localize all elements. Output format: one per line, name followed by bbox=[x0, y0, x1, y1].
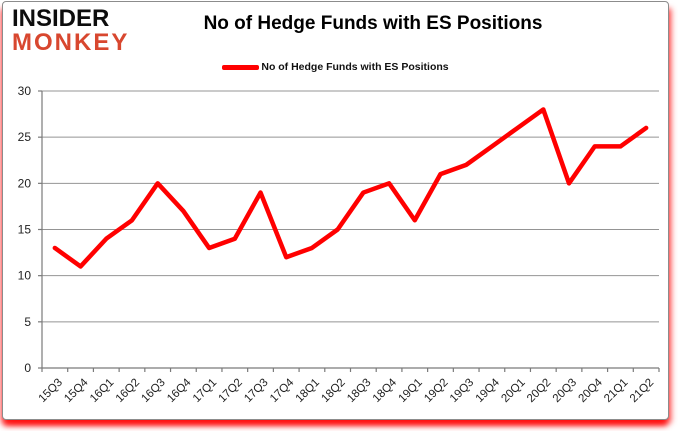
chart-card: 0 5 10 15 20 25 30 15Q3 15Q4 16Q1 16Q2 16Q3 16Q4 17Q1… bbox=[2, 1, 669, 420]
x-tick-label: 15Q3 bbox=[37, 377, 65, 405]
x-tick-label: 18Q4 bbox=[371, 376, 400, 405]
x-tick-label: 20Q1 bbox=[499, 377, 527, 405]
x-tick-label: 17Q4 bbox=[268, 376, 297, 405]
x-tick-label: 21Q1 bbox=[602, 377, 630, 405]
y-tick-label: 0 bbox=[24, 361, 31, 375]
y-tick-label: 5 bbox=[24, 315, 31, 329]
x-tick-label: 17Q2 bbox=[217, 377, 245, 405]
y-tick-label: 15 bbox=[18, 223, 32, 237]
x-tick-label: 20Q4 bbox=[576, 376, 605, 405]
y-tick-label: 20 bbox=[18, 176, 32, 190]
x-tick-label: 18Q2 bbox=[319, 377, 347, 405]
x-tick-label: 20Q3 bbox=[551, 377, 579, 405]
x-tick-label: 17Q1 bbox=[191, 377, 219, 405]
x-tick-label: 20Q2 bbox=[525, 377, 553, 405]
x-tick-label: 19Q3 bbox=[448, 377, 476, 405]
logo-text-insider: INSIDER bbox=[12, 5, 110, 32]
x-tick-label: 15Q4 bbox=[62, 376, 91, 405]
x-tick-label: 19Q1 bbox=[397, 377, 425, 405]
x-tick-label: 17Q3 bbox=[242, 377, 270, 405]
x-tick-label: 16Q2 bbox=[114, 377, 142, 405]
x-tick-label: 19Q4 bbox=[474, 376, 503, 405]
x-tick-label: 16Q3 bbox=[139, 377, 167, 405]
x-tick-label: 19Q2 bbox=[422, 377, 450, 405]
y-tick-label: 10 bbox=[18, 269, 32, 283]
legend-line-marker bbox=[222, 64, 260, 70]
legend: No of Hedge Funds with ES Positions bbox=[3, 60, 668, 74]
x-tick-label: 21Q2 bbox=[628, 377, 656, 405]
logo-text-monkey: MONKEY bbox=[12, 29, 130, 56]
y-tick-label: 30 bbox=[18, 84, 32, 98]
y-tick-label: 25 bbox=[18, 130, 32, 144]
x-tick-label: 18Q3 bbox=[345, 377, 373, 405]
x-tick-label: 16Q1 bbox=[88, 377, 116, 405]
insider-monkey-logo: INSIDER MONKEY bbox=[12, 7, 129, 55]
x-tick-label: 18Q1 bbox=[294, 377, 322, 405]
legend-label: No of Hedge Funds with ES Positions bbox=[261, 61, 449, 73]
chart-canvas: 0 5 10 15 20 25 30 15Q315Q416Q116Q216Q316Q417Q1… bbox=[18, 84, 660, 405]
x-tick-label: 16Q4 bbox=[165, 376, 194, 405]
series-line bbox=[52, 107, 649, 269]
chart-title: No of Hedge Funds with ES Positions bbox=[203, 13, 543, 34]
